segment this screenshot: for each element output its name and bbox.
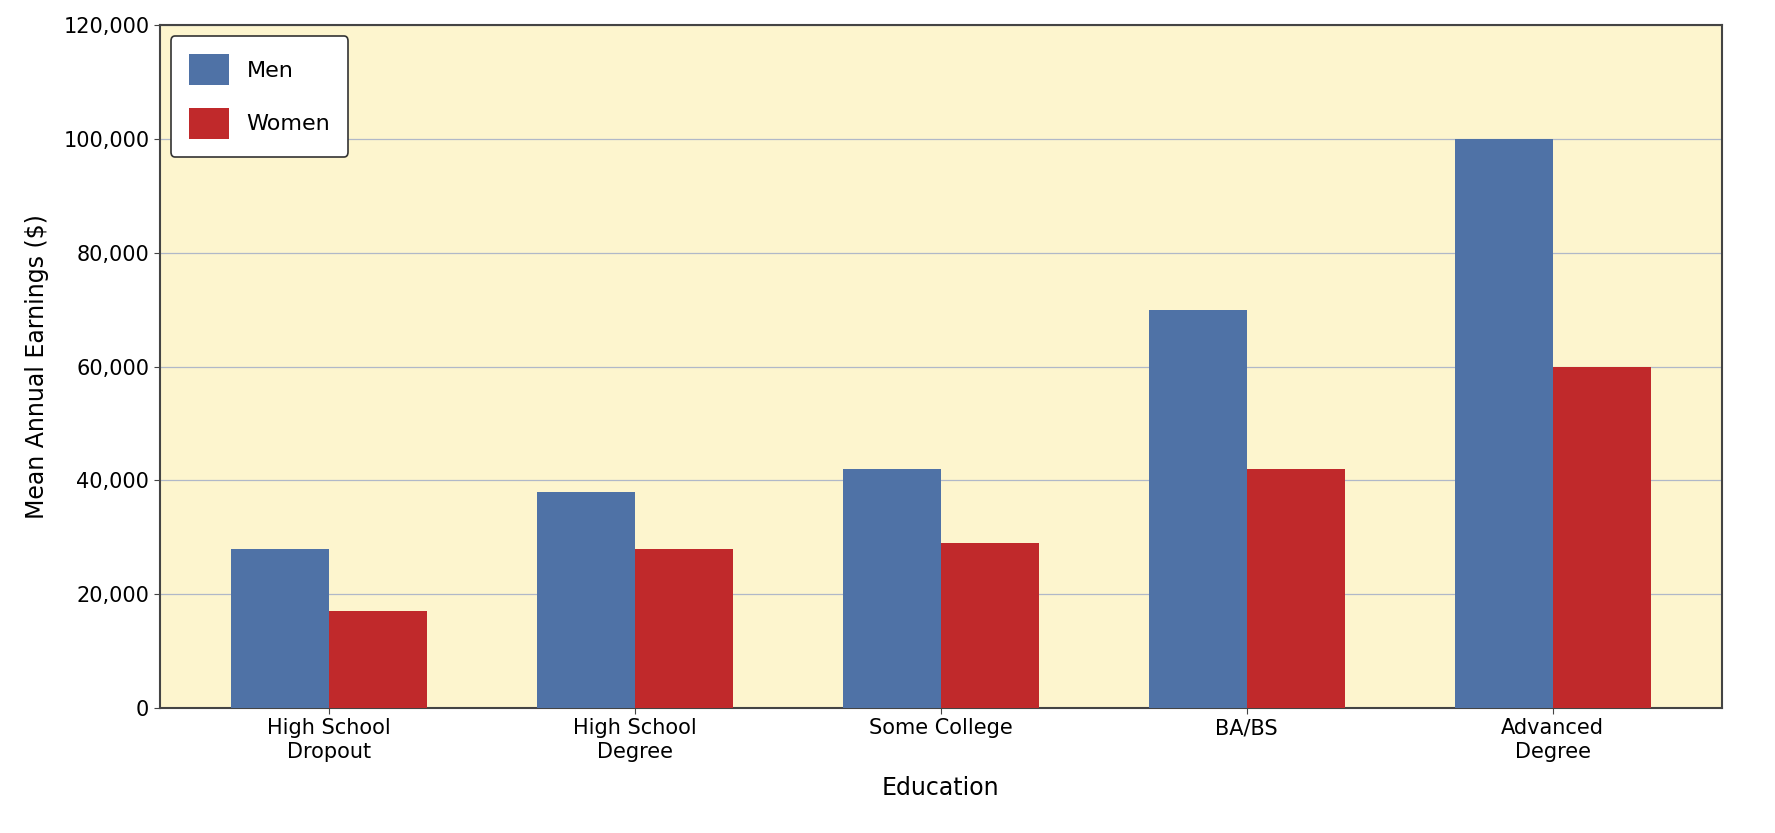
Bar [941, 543, 1038, 708]
Bar [1246, 469, 1345, 708]
Bar [1456, 139, 1553, 708]
Bar [536, 491, 635, 708]
Bar [1553, 367, 1651, 708]
Bar [1148, 310, 1246, 708]
Bar [328, 611, 426, 708]
X-axis label: Education: Education [882, 776, 999, 800]
Bar [843, 469, 941, 708]
Bar [231, 549, 328, 708]
Y-axis label: Mean Annual Earnings ($): Mean Annual Earnings ($) [25, 214, 50, 519]
Legend: Men, Women: Men, Women [170, 36, 348, 157]
Bar [635, 549, 733, 708]
